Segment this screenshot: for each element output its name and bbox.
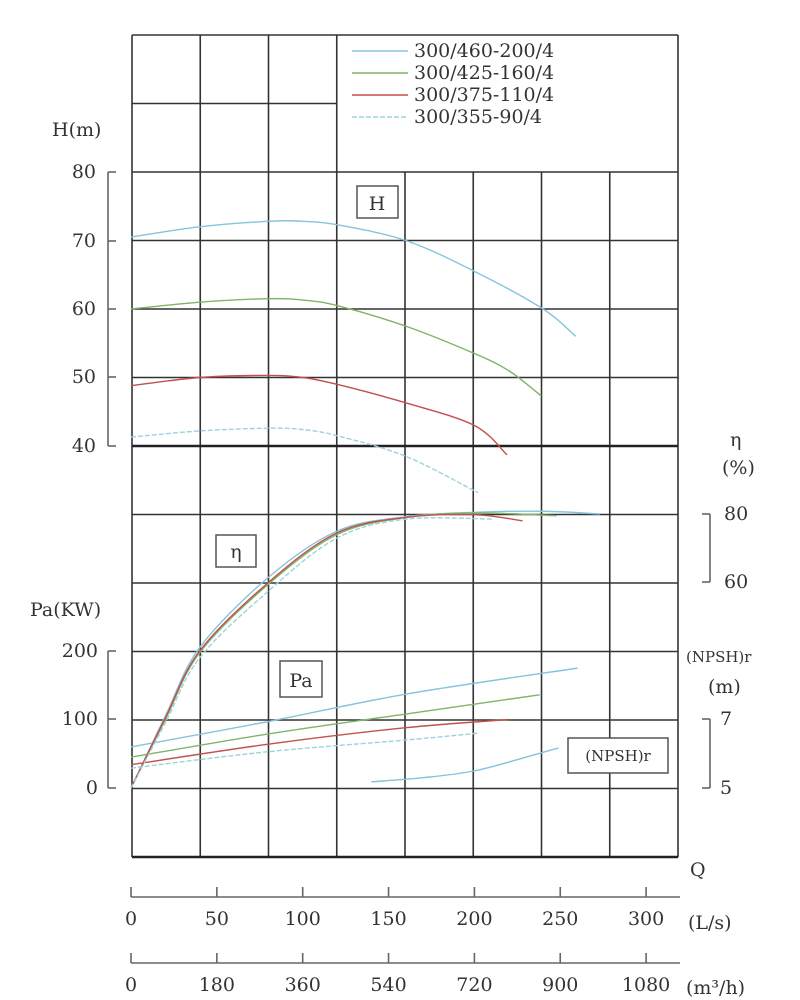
pa-curve-label-box [279,660,323,698]
h-tick-label: 70 [72,230,96,252]
eta-curve-label: η [230,541,241,563]
h-axis-label: H(m) [52,119,101,141]
eta-axis-symbol: η [730,429,741,451]
grid [131,34,679,859]
npsh-curve-label-box [567,737,669,774]
npsh-axis-label: (NPSH)r [686,648,752,666]
q-ls-tick-label: 50 [205,908,229,930]
q-m3h-tick-label: 360 [285,974,321,996]
h-tick-label: 80 [72,161,96,183]
eta-curve-label-box [215,534,257,568]
head-curve [130,427,479,494]
h-axis: 80 70 60 50 40 [72,161,116,457]
x-axes: 0 50 100 150 200 250 300 0 180 360 540 720 900 1080 [125,887,680,996]
curves [130,220,600,789]
h-tick-label: 50 [72,366,96,388]
efficiency-curve [130,517,494,789]
x-axis-units-secondary: (m³/h) [686,977,745,999]
npsh-tick-label: 5 [720,777,732,799]
q-ls-tick-label: 100 [285,908,321,930]
q-ls-tick-label: 300 [628,908,664,930]
eta-axis-unit: (%) [722,457,755,479]
q-ls-tick-label: 0 [125,908,137,930]
legend: 300/460-200/4300/425-160/4300/375-110/43… [352,40,554,128]
legend-entry: 300/460-200/4 [414,40,554,62]
pa-axis-label: Pa(KW) [30,599,101,621]
npsh-curve [371,747,559,783]
power-curve [130,718,509,766]
head-curve [130,374,508,456]
efficiency-curve [130,513,523,789]
legend-entry: 300/425-160/4 [414,62,554,84]
x-axis-units-primary: (L/s) [688,912,732,934]
npsh-axis: 75 [702,708,732,799]
head-curve [130,220,577,337]
pa-tick-label: 100 [62,708,98,730]
h-tick-label: 40 [72,435,96,457]
efficiency-curve [130,510,600,789]
q-ls-tick-label: 200 [456,908,492,930]
q-ls-tick-label: 150 [370,908,406,930]
pa-tick-label: 0 [86,777,98,799]
q-m3h-tick-label: 0 [125,974,137,996]
legend-entry: 300/375-110/4 [414,84,554,106]
q-m3h-tick-label: 180 [199,974,235,996]
npsh-tick-label: 7 [720,708,732,730]
eta-tick-label: 80 [724,503,748,525]
power-curve [130,694,540,758]
eta-axis: 80 60 [702,503,748,593]
pa-curve-label: Pa [289,670,312,692]
legend-entry: 300/355-90/4 [414,106,542,128]
head-curve [130,297,542,397]
power-curve [130,732,478,769]
npsh-curve-label: (NPSH)r [585,747,651,765]
q-m3h-tick-label: 720 [456,974,492,996]
pa-tick-label: 200 [62,640,98,662]
x-axis-label: Q [690,859,706,881]
q-ls-tick-label: 250 [542,908,578,930]
q-m3h-tick-label: 540 [370,974,406,996]
npsh-axis-unit: (m) [708,676,741,698]
eta-tick-label: 60 [724,571,748,593]
power-curve [130,667,578,748]
pa-axis: 200 100 0 [62,640,116,799]
q-m3h-tick-label: 1080 [622,974,670,996]
h-tick-label: 60 [72,298,96,320]
h-curve-label-box [356,185,399,219]
efficiency-curve [130,512,557,789]
q-m3h-tick-label: 900 [542,974,578,996]
h-curve-label: H [369,193,386,215]
